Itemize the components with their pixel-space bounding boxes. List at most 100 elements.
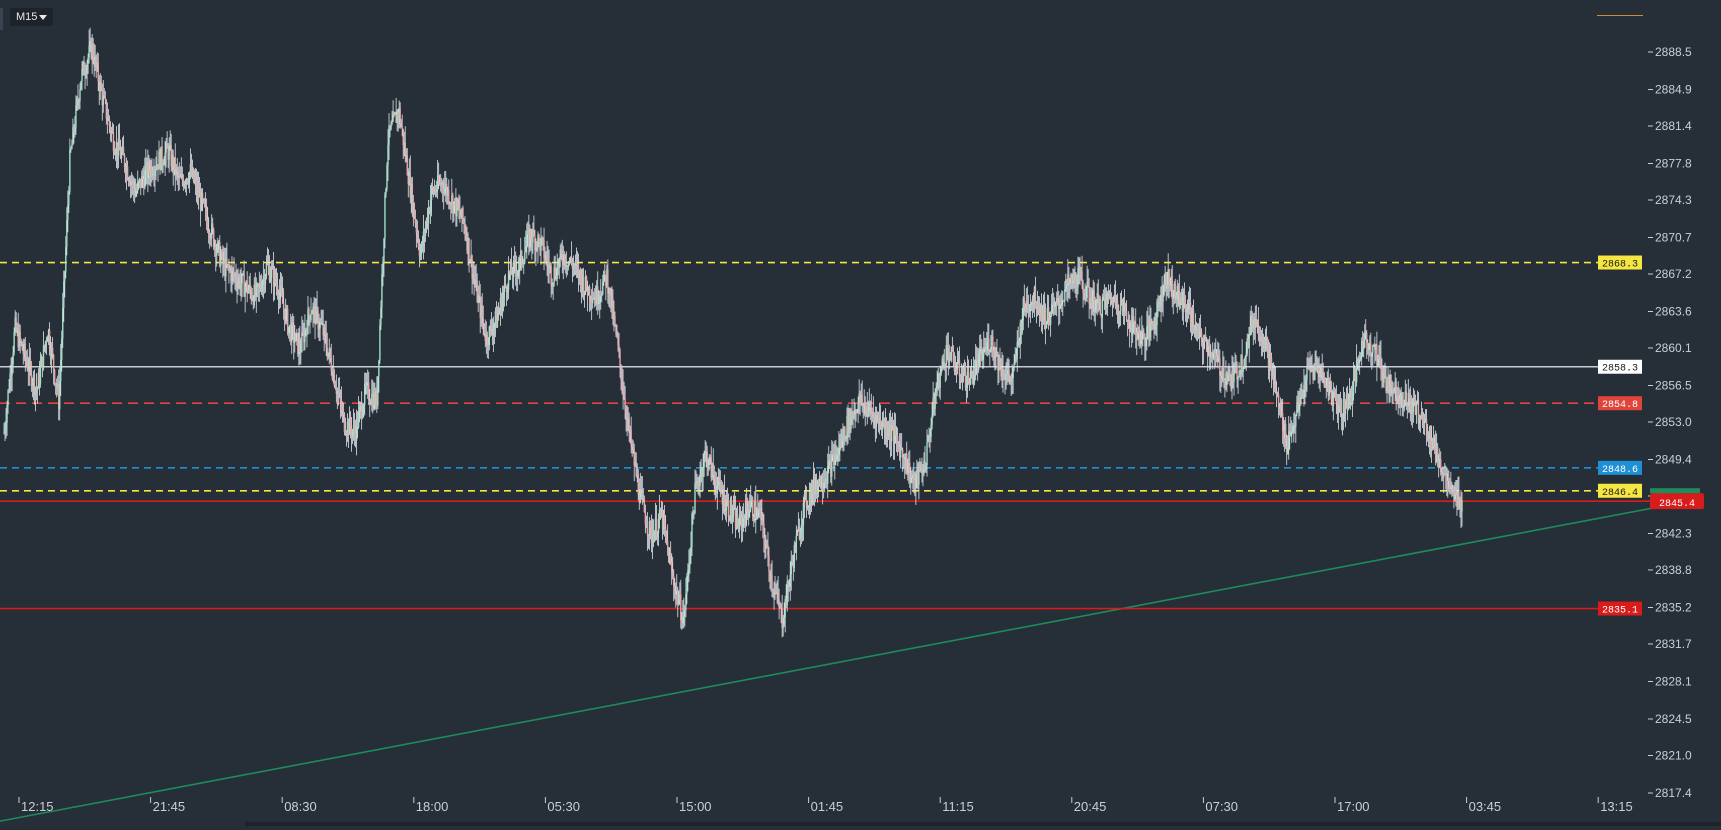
candle-body <box>114 153 117 155</box>
candle-body <box>1316 367 1318 370</box>
candle-body <box>1180 297 1183 303</box>
candle-body <box>773 590 775 595</box>
candle-body <box>1352 378 1355 396</box>
candle-body <box>44 341 47 348</box>
candle-body <box>781 608 783 629</box>
candle-body <box>267 262 270 266</box>
candle-body <box>48 330 51 349</box>
timeframe-selector[interactable]: M15 <box>10 8 54 26</box>
candle-body <box>1249 326 1251 335</box>
candle-body <box>944 364 946 368</box>
candle-body <box>479 296 481 319</box>
candle-body <box>163 164 165 166</box>
candle-body <box>144 170 146 189</box>
candle-body <box>522 263 524 265</box>
candle-body <box>1107 293 1110 295</box>
candle-body <box>1013 362 1015 369</box>
candle-body <box>1301 390 1303 398</box>
price-tag-2848.6: 2848.6 <box>1602 465 1638 476</box>
candle-body <box>1211 355 1213 358</box>
candle-body <box>821 487 824 489</box>
candle-body <box>565 265 568 267</box>
candle-body <box>442 182 444 188</box>
candle-body <box>819 476 822 488</box>
x-tick-label: 05:30 <box>547 799 580 814</box>
candle-body <box>1162 295 1164 302</box>
candle-body <box>697 480 699 485</box>
candle-body <box>1114 295 1117 307</box>
candle-body <box>1387 381 1389 387</box>
candle-body <box>616 333 618 337</box>
candle-body <box>1194 324 1197 330</box>
candle-body <box>270 268 273 278</box>
candle-body <box>926 441 928 466</box>
candle-body <box>674 586 676 595</box>
candle-body <box>229 269 231 271</box>
candle-body <box>320 321 322 324</box>
candle-body <box>644 511 647 525</box>
candle-body <box>778 599 780 608</box>
candle-body <box>70 149 72 151</box>
candle-body <box>1265 335 1268 339</box>
candle-body <box>1424 419 1427 421</box>
candle-body <box>876 414 879 416</box>
candle-body <box>268 265 271 281</box>
candle-body <box>256 284 259 286</box>
candle-body <box>1096 293 1098 300</box>
candle-body <box>116 142 119 156</box>
candle-body <box>427 209 430 224</box>
candle-body <box>343 413 346 433</box>
price-tag-bg <box>1598 359 1642 374</box>
candle-body <box>1099 298 1101 315</box>
candle-body <box>29 358 32 367</box>
candle-body <box>297 332 299 354</box>
left-edge-handle[interactable] <box>0 8 3 30</box>
candle-body <box>556 263 558 280</box>
candle-body <box>1269 352 1272 359</box>
candle-body <box>134 188 136 196</box>
candle-body <box>1279 403 1282 416</box>
candle-body <box>574 261 577 266</box>
horizontal-scrollbar[interactable] <box>245 822 1721 826</box>
candle-body <box>17 328 19 348</box>
candle-body <box>228 264 230 270</box>
candle-body <box>202 200 205 202</box>
candle-body <box>1440 459 1442 473</box>
candle-body <box>108 117 111 126</box>
candle-body <box>1308 366 1310 370</box>
candle-body <box>807 505 810 508</box>
candle-body <box>970 368 973 372</box>
candle-body <box>925 465 927 470</box>
candle-body <box>317 310 319 330</box>
candle-body <box>395 113 397 123</box>
candle-body <box>1291 431 1293 433</box>
candle-body <box>797 526 800 531</box>
candle-body <box>188 172 191 184</box>
candle-body <box>1428 427 1431 439</box>
candle-body <box>680 594 682 621</box>
candle-body <box>135 193 137 196</box>
candle-body <box>873 416 876 418</box>
candle-body <box>1389 374 1391 395</box>
x-tick-label: 01:45 <box>811 799 844 814</box>
candle-body <box>1004 378 1006 381</box>
candle-body <box>907 471 909 474</box>
candle-body <box>1147 320 1149 327</box>
candle-body <box>1371 352 1373 357</box>
candle-body <box>56 384 59 389</box>
x-tick-label: 15:00 <box>679 799 712 814</box>
candle-body <box>438 182 441 184</box>
candle-body <box>242 273 244 275</box>
candle-body <box>913 473 915 481</box>
candle-body <box>179 176 181 178</box>
candle-body <box>55 384 58 389</box>
candle-body <box>158 151 160 170</box>
candle-body <box>1342 399 1345 420</box>
candle-body <box>641 490 644 497</box>
candle-body <box>126 166 129 180</box>
candle-body <box>1410 406 1413 414</box>
candle-body <box>1062 298 1064 301</box>
candle-body <box>376 390 378 406</box>
